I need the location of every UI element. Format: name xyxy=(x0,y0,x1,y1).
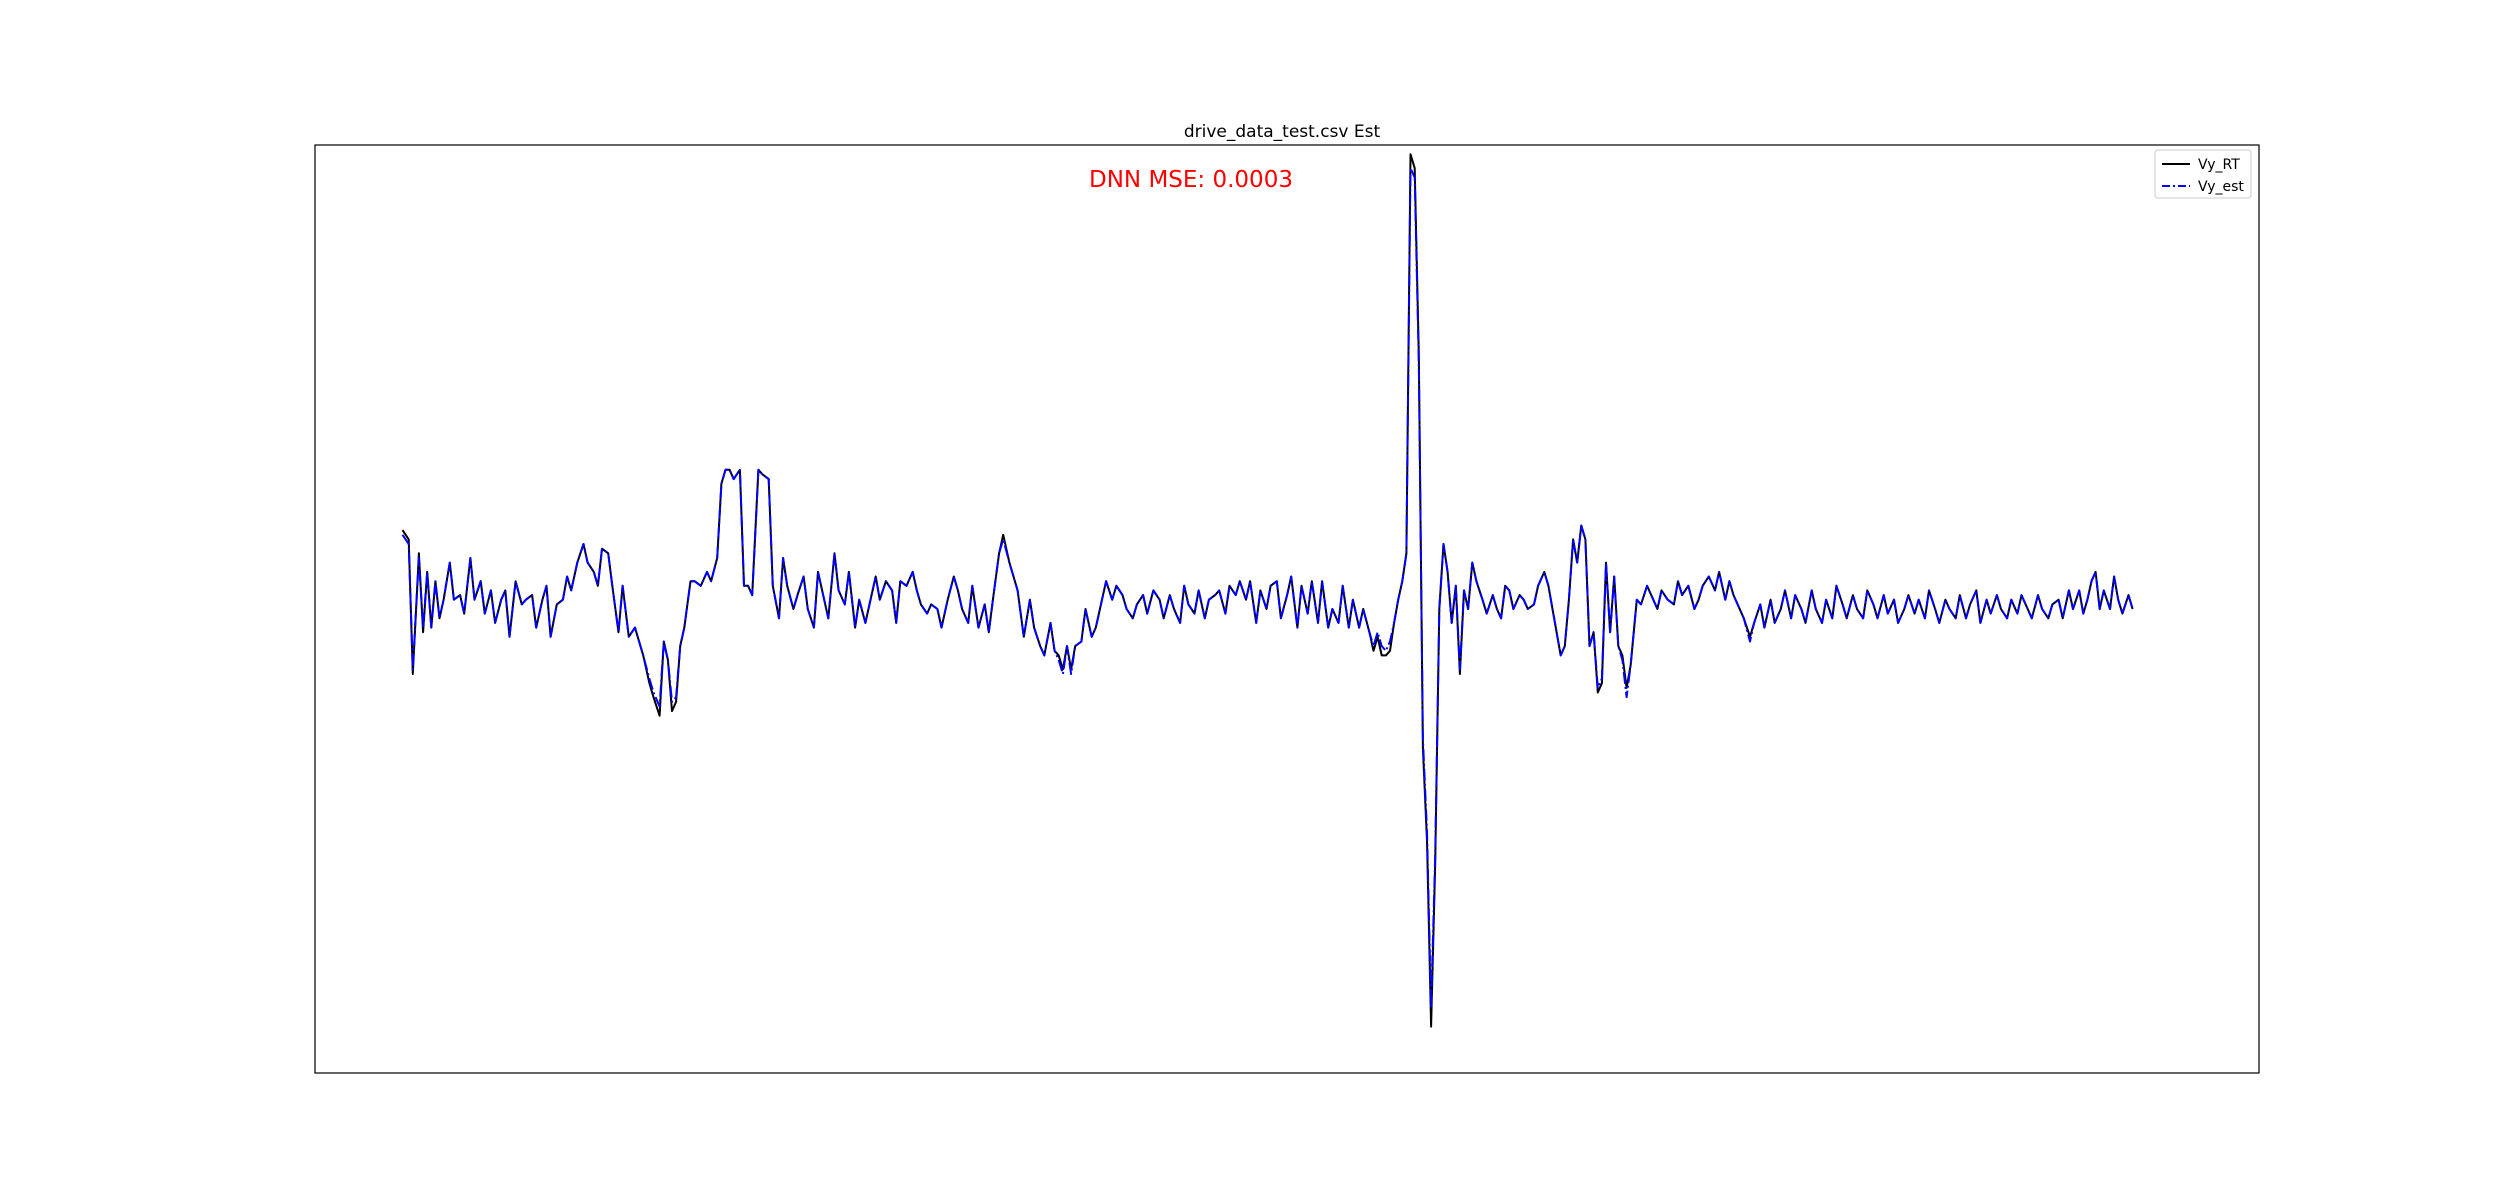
plot-area-frame xyxy=(314,144,2260,1074)
legend-label-vy-est: Vy_est xyxy=(2198,179,2244,195)
legend-label-vy-rt: Vy_RT xyxy=(2198,157,2240,173)
legend: Vy_RT Vy_est xyxy=(2154,149,2252,199)
mse-annotation: DNN MSE: 0.0003 xyxy=(1089,167,1293,193)
series-line-vy-est xyxy=(401,167,2134,1009)
chart-title: drive_data_test.csv Est xyxy=(1184,122,1381,142)
series-layer xyxy=(401,153,2134,1028)
